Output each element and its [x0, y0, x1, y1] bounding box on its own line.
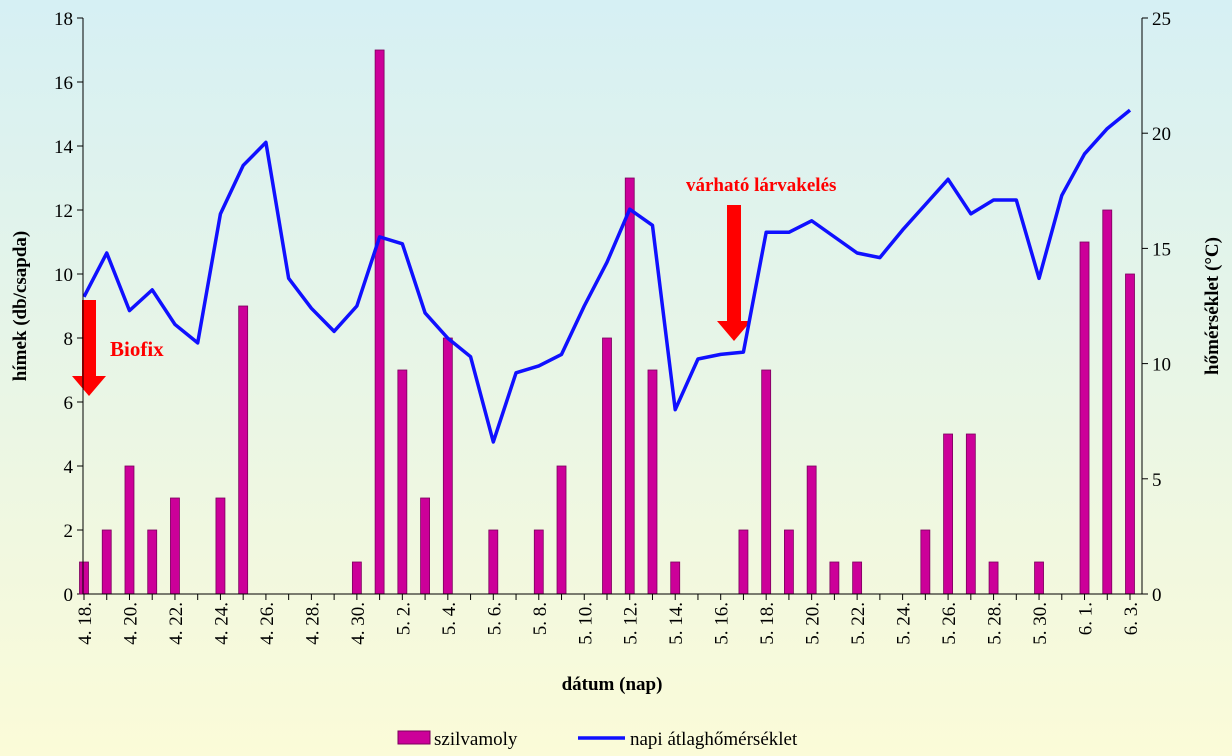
x-tick-label: 5. 14. [666, 602, 687, 645]
x-tick-label: 5. 2. [393, 602, 414, 635]
bar [124, 465, 135, 595]
y-tick-label: 10 [54, 265, 73, 286]
bar [533, 529, 544, 595]
arrow-head [72, 376, 106, 396]
bar [965, 433, 976, 595]
x-tick-label: 5. 10. [575, 602, 596, 645]
x-tick-label: 4. 24. [211, 602, 232, 645]
bar [420, 497, 430, 595]
annotation: Biofix [110, 337, 164, 361]
bar [647, 369, 658, 595]
bar [761, 369, 772, 595]
x-tick-label: 4. 18. [75, 602, 96, 645]
bar [442, 337, 453, 595]
y-tick-label: 12 [54, 201, 73, 222]
y2-tick-label: 20 [1152, 124, 1171, 145]
x-tick-label: 4. 20. [120, 602, 141, 645]
arrow-shaft [82, 300, 96, 378]
y2-tick-label: 5 [1152, 470, 1162, 491]
bar [1125, 273, 1135, 595]
y2-tick-label: 25 [1152, 9, 1171, 30]
x-tick-label: 5. 28. [985, 602, 1006, 645]
y-tick-label: 2 [64, 521, 74, 542]
bar [147, 529, 158, 595]
bar [988, 561, 999, 595]
arrow-shaft [727, 205, 741, 323]
x-tick-label: 4. 30. [348, 602, 369, 645]
x-tick-label: 6. 1. [1076, 602, 1097, 635]
x-tick-label: 5. 24. [894, 602, 915, 645]
bar [170, 497, 180, 595]
y-tick-label: 18 [54, 9, 73, 30]
y-tick-label: 6 [64, 393, 74, 414]
bar [943, 433, 953, 595]
y-tick-label: 16 [54, 73, 73, 94]
x-tick-label: 5. 18. [757, 602, 778, 645]
bar [829, 561, 840, 595]
y-tick-label: 8 [64, 329, 74, 350]
x-tick-label: 5. 16. [712, 602, 733, 645]
legend-label: napi átlaghőmérséklet [630, 729, 798, 750]
x-tick-label: 4. 22. [166, 602, 187, 645]
legend-swatch [397, 730, 431, 745]
x-tick-label: 4. 28. [302, 602, 323, 645]
bar [784, 529, 794, 595]
x-tick-label: 5. 22. [848, 602, 869, 645]
bar [397, 369, 408, 595]
x-axis-label: dátum (nap) [562, 674, 663, 695]
bar [488, 529, 499, 595]
x-tick-label: 5. 26. [939, 602, 960, 645]
bar [738, 529, 749, 595]
x-tick-label: 5. 12. [621, 602, 642, 645]
bar [1034, 561, 1044, 595]
annotation: várható lárvakelés [686, 175, 836, 196]
bar [1102, 209, 1113, 595]
x-tick-label: 4. 26. [257, 602, 278, 645]
bar [101, 529, 112, 595]
y-tick-label: 0 [64, 585, 74, 606]
line [82, 108, 1132, 444]
y-axis-label: hímek (db/csapda) [10, 231, 31, 381]
legend-label: szilvamoly [434, 729, 518, 750]
x-tick-label: 5. 20. [803, 602, 824, 645]
y-tick-label: 14 [54, 137, 74, 158]
x-tick-label: 5. 8. [530, 602, 551, 635]
bar [374, 49, 385, 595]
y2-tick-label: 0 [1152, 585, 1162, 606]
bar [806, 465, 817, 595]
y-tick-label: 4 [64, 457, 74, 478]
bar [556, 465, 567, 595]
x-tick-label: 5. 30. [1030, 602, 1051, 645]
arrow [72, 205, 751, 396]
bar [852, 561, 863, 595]
bar [215, 497, 226, 595]
y2-tick-label: 15 [1152, 239, 1171, 260]
bar [624, 177, 635, 595]
bar [602, 337, 612, 595]
x-tick-label: 5. 6. [484, 602, 505, 635]
bar [670, 561, 681, 595]
bar [79, 561, 89, 595]
bar [351, 561, 362, 595]
bar [1079, 241, 1090, 595]
arrow-head [717, 321, 751, 341]
y2-tick-label: 10 [1152, 355, 1171, 376]
y2-axis-label: hőmérséklet (°C) [1202, 237, 1223, 375]
bar [238, 305, 249, 595]
x-tick-label: 5. 4. [439, 602, 460, 635]
bar [920, 529, 931, 595]
x-tick-label: 6. 3. [1121, 602, 1142, 635]
